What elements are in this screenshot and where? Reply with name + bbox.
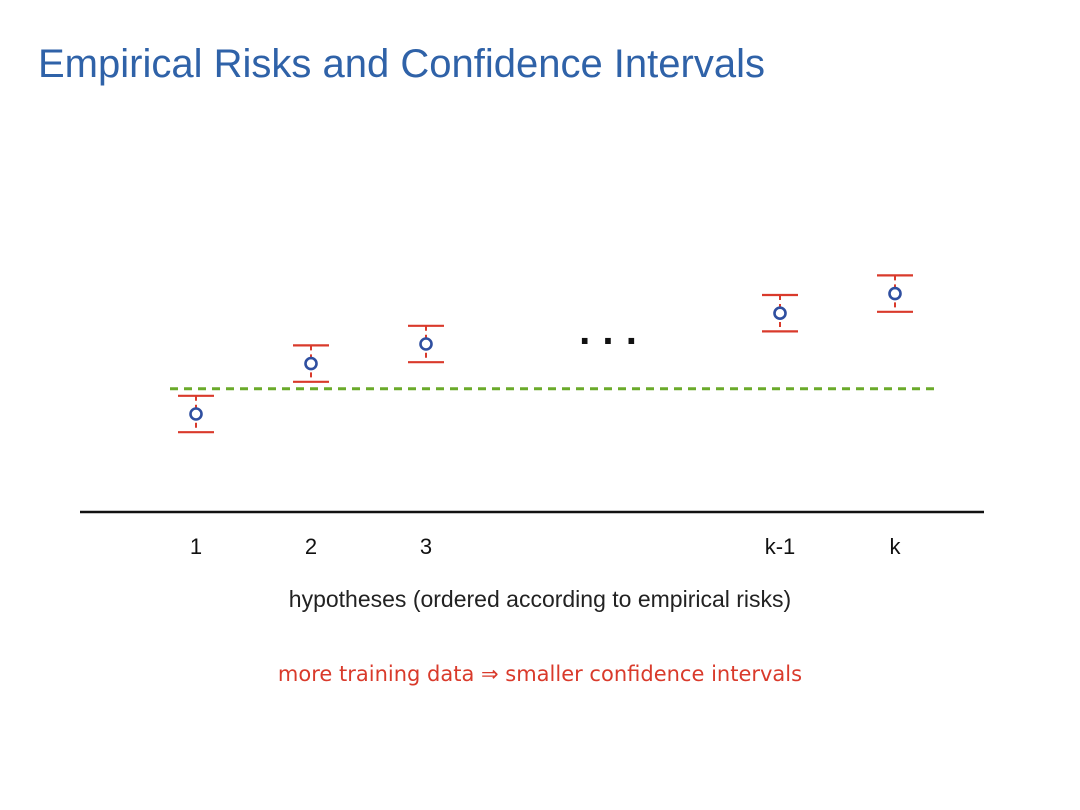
takeaway-note: more training data ⇒ smaller confidence … [277, 662, 803, 686]
empirical-risk-point [888, 286, 902, 301]
empirical-risk-point [189, 407, 203, 421]
tick-label-k-1: k-1 [765, 534, 796, 559]
empirical-risk-point [419, 337, 433, 351]
confidence-intervals [178, 274, 913, 434]
tick-label-3: 3 [420, 534, 432, 559]
tick-label-2: 2 [305, 534, 317, 559]
empirical-risk-point [304, 356, 318, 371]
tick-label-1: 1 [190, 534, 202, 559]
ellipsis: · · · [579, 322, 638, 360]
empirical-risk-points [189, 286, 902, 421]
hypothesis-tick-labels: 1 2 3 k-1 k [190, 534, 902, 559]
slide-title: Empirical Risks and Confidence Intervals [38, 42, 765, 86]
empirical-risk-point [773, 306, 787, 321]
tick-label-k: k [890, 534, 902, 559]
axis-caption: hypotheses (ordered according to empiric… [288, 586, 792, 612]
